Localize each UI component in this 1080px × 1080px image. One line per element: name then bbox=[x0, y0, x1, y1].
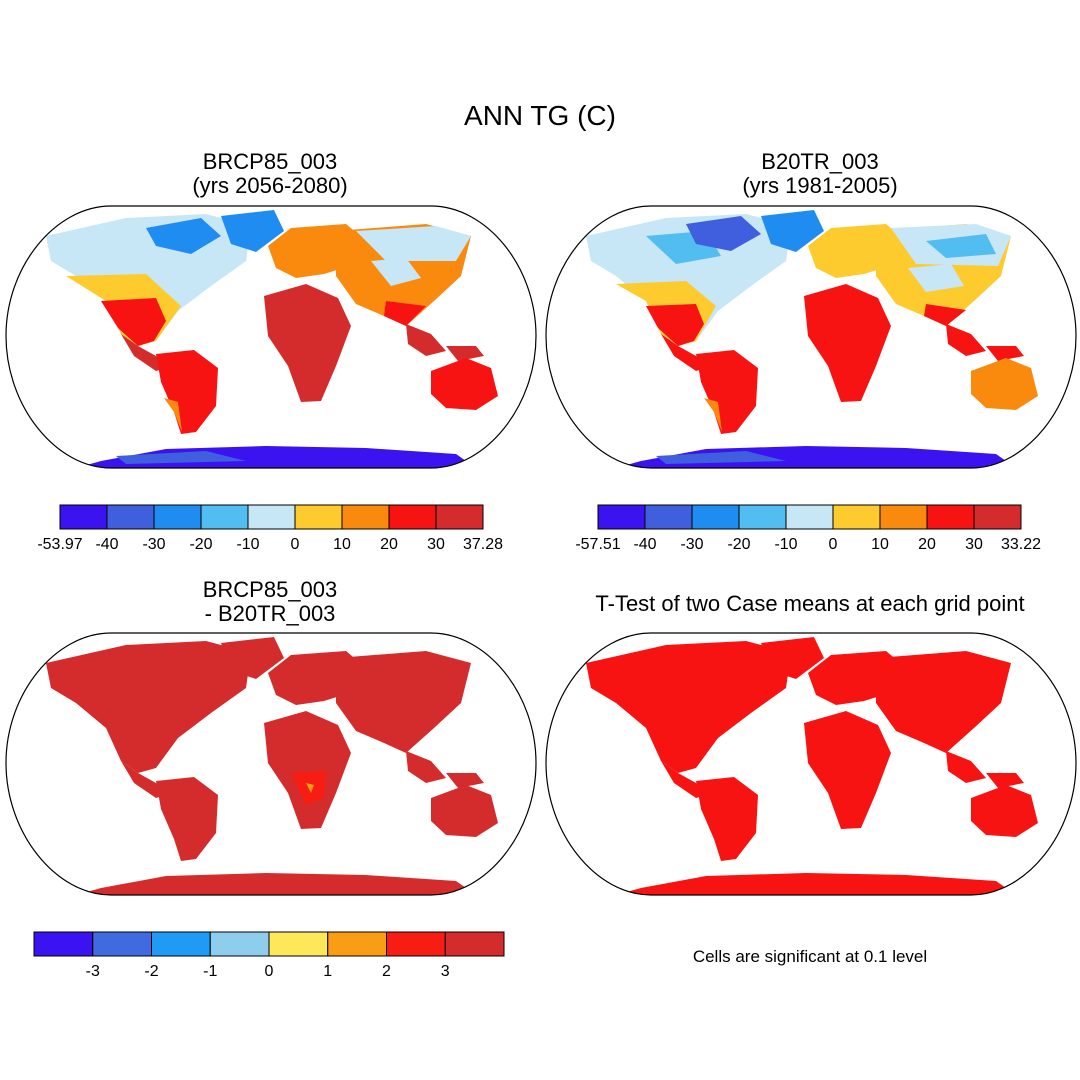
panel-a-colorbar-tick-label: -53.97 bbox=[37, 536, 82, 553]
panel-b-title-line2: (yrs 1981-2005) bbox=[742, 173, 898, 198]
panel-c-map bbox=[5, 632, 537, 896]
panel-a-colorbar-box bbox=[153, 504, 202, 530]
panel-b-colorbar-box bbox=[738, 504, 787, 530]
panel-a-colorbar-box bbox=[200, 504, 249, 530]
panel-c-colorbar-tick-label: -3 bbox=[86, 963, 100, 980]
panel-a-colorbar-box bbox=[341, 504, 390, 530]
panel-a-colorbar-box bbox=[294, 504, 343, 530]
panel-a-colorbar-tick-label: -40 bbox=[95, 536, 118, 553]
panel-b-colorbar-tick-label: 30 bbox=[965, 536, 983, 553]
panel-c-title-line2: - B20TR_003 bbox=[204, 601, 336, 626]
panel-c-colorbar-tick-label: -2 bbox=[144, 963, 158, 980]
panel-b-title: B20TR_003 (yrs 1981-2005) bbox=[620, 150, 1020, 198]
panel-b-colorbar-tick-label: 0 bbox=[829, 536, 838, 553]
panel-c-colorbar-tick-label: 1 bbox=[323, 963, 332, 980]
panel-c-colorbar-tick-label: -1 bbox=[203, 963, 217, 980]
panel-c-colorbar-box bbox=[444, 931, 505, 957]
panel-b-colorbar-box bbox=[691, 504, 740, 530]
panel-a-colorbar-tick-label: -10 bbox=[236, 536, 259, 553]
panel-a-colorbar-box bbox=[388, 504, 437, 530]
panel-a-title: BRCP85_003 (yrs 2056-2080) bbox=[70, 150, 470, 198]
panel-c-colorbar: -3 -2 -1 0 1 2 3 bbox=[33, 931, 505, 980]
panel-b-colorbar-box bbox=[597, 504, 646, 530]
panel-a-title-line2: (yrs 2056-2080) bbox=[192, 173, 348, 198]
panel-a-map bbox=[5, 205, 537, 469]
panel-a-colorbar-tick-label: -30 bbox=[142, 536, 165, 553]
panel-b-map bbox=[545, 205, 1077, 469]
panel-c-colorbar-tick-label: 2 bbox=[382, 963, 391, 980]
panel-a-colorbar-box bbox=[247, 504, 296, 530]
panel-c-colorbar-box bbox=[268, 931, 329, 957]
panel-d-map bbox=[545, 632, 1077, 896]
panel-b-title-line1: B20TR_003 bbox=[761, 149, 879, 174]
panel-b-colorbar-tick-label: -57.51 bbox=[575, 536, 620, 553]
panel-c-colorbar-box bbox=[33, 931, 94, 957]
panel-a-title-line1: BRCP85_003 bbox=[202, 149, 338, 174]
panel-b-colorbar-box bbox=[973, 504, 1022, 530]
panel-a-colorbar-tick-label: 30 bbox=[427, 536, 445, 553]
figure-title: ANN TG (C) bbox=[464, 100, 616, 131]
panel-c-colorbar-tick-label: 0 bbox=[265, 963, 274, 980]
panel-b-colorbar-tick-label: 33.22 bbox=[1001, 536, 1041, 553]
panel-b-colorbar-box bbox=[785, 504, 834, 530]
panel-b-colorbar-tick-label: 20 bbox=[918, 536, 936, 553]
panel-a-colorbar-tick-label: 0 bbox=[291, 536, 300, 553]
panel-c-colorbar-box bbox=[209, 931, 270, 957]
panel-c-colorbar-tick-label: 3 bbox=[441, 963, 450, 980]
panel-b-colorbar-tick-label: 10 bbox=[871, 536, 889, 553]
panel-a-colorbar-tick-label: 10 bbox=[333, 536, 351, 553]
panel-a-colorbar-tick-label: -20 bbox=[189, 536, 212, 553]
panel-a-colorbar-box bbox=[106, 504, 155, 530]
panel-c-colorbar-box bbox=[151, 931, 211, 957]
significance-note: Cells are significant at 0.1 level bbox=[692, 947, 928, 966]
panel-a-colorbar-tick-label: 20 bbox=[380, 536, 398, 553]
panel-b-colorbar-box bbox=[926, 504, 975, 530]
panel-b-colorbar-box bbox=[832, 504, 881, 530]
panel-c-title: BRCP85_003 - B20TR_003 bbox=[70, 578, 470, 626]
panel-b-colorbar-tick-label: -10 bbox=[774, 536, 797, 553]
panel-d-title: T-Test of two Case means at each grid po… bbox=[595, 591, 1025, 616]
panel-a-colorbar-tick-label: 37.28 bbox=[463, 536, 503, 553]
panel-c-title-line1: BRCP85_003 bbox=[202, 577, 338, 602]
panel-b-colorbar-tick-label: -30 bbox=[680, 536, 703, 553]
panel-b-colorbar-tick-label: -40 bbox=[633, 536, 656, 553]
panel-c-colorbar-box bbox=[386, 931, 446, 957]
panel-a-colorbar-box bbox=[59, 504, 108, 530]
panel-c-colorbar-box bbox=[327, 931, 387, 957]
panel-a-colorbar: -53.97 -40 -30 -20 -10 0 10 20 30 37.28 bbox=[37, 504, 503, 553]
panel-b-colorbar-box bbox=[879, 504, 928, 530]
panel-c-colorbar-box bbox=[92, 931, 152, 957]
panel-b-colorbar: -57.51 -40 -30 -20 -10 0 10 20 30 33.22 bbox=[575, 504, 1041, 553]
panel-a-colorbar-box bbox=[435, 504, 484, 530]
panel-b-colorbar-tick-label: -20 bbox=[727, 536, 750, 553]
panel-b-colorbar-box bbox=[644, 504, 693, 530]
